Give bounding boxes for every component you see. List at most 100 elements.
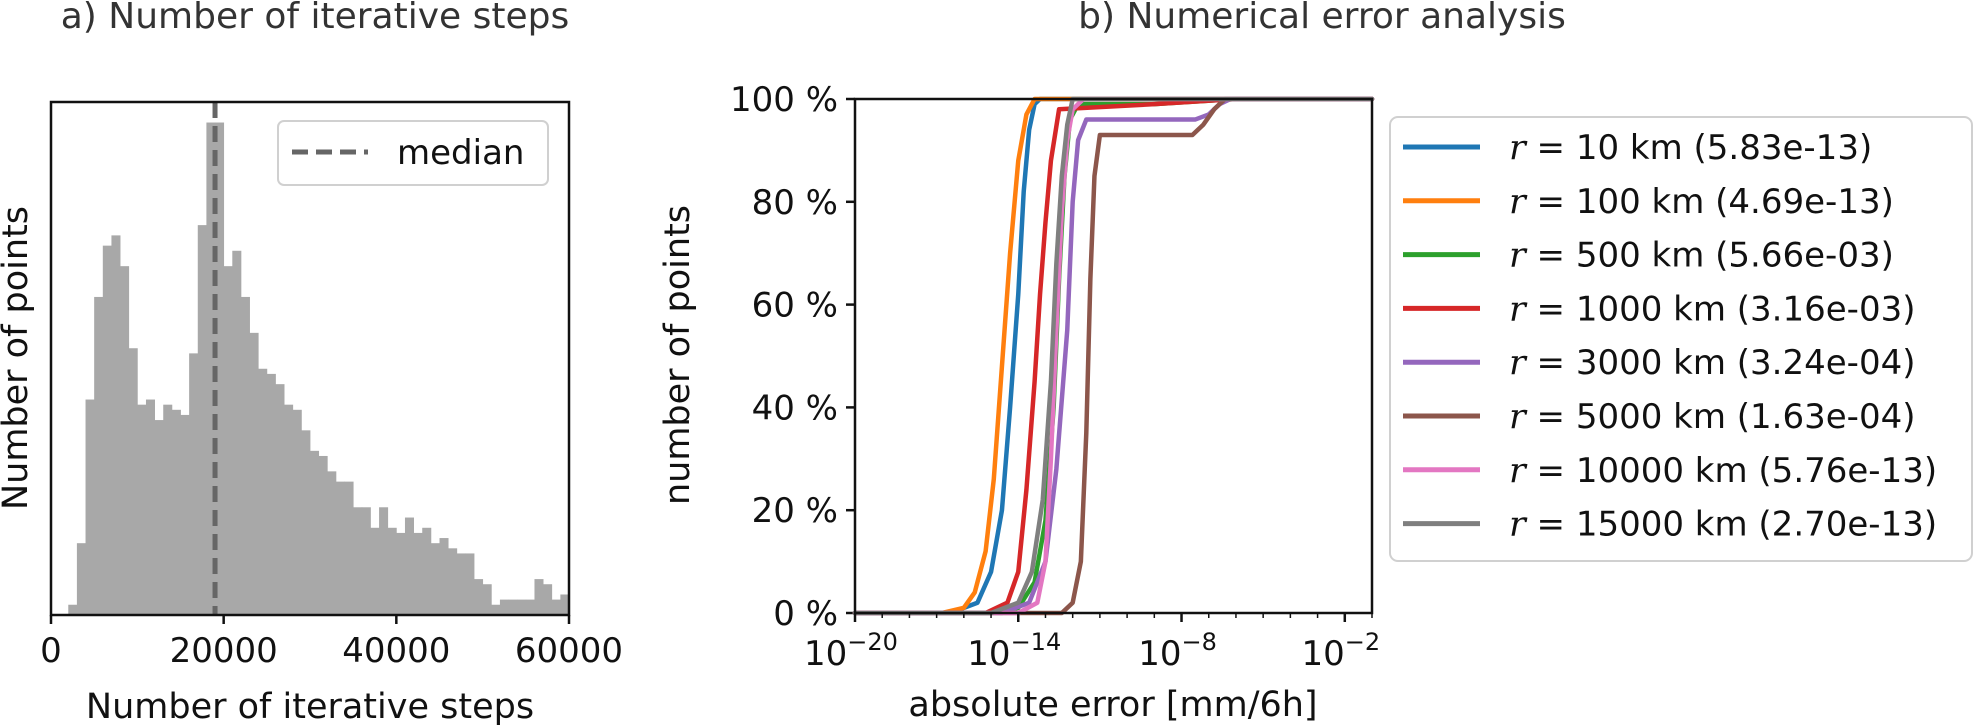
histogram-bar bbox=[85, 399, 95, 615]
histogram-bar bbox=[508, 599, 518, 615]
panel-a-legend: median bbox=[277, 120, 549, 186]
histogram-bar bbox=[517, 599, 527, 615]
histogram-bar bbox=[206, 122, 216, 616]
histogram-bar bbox=[266, 373, 276, 615]
x-tick-label: 10−8 bbox=[1138, 628, 1217, 674]
histogram-bar bbox=[275, 384, 285, 615]
histogram-bar bbox=[344, 481, 354, 615]
histogram-bar bbox=[474, 579, 484, 615]
histogram-bar bbox=[223, 266, 233, 615]
x-tick-label: 40000 bbox=[342, 631, 450, 671]
histogram-bar bbox=[370, 527, 380, 615]
x-tick-label: 0 bbox=[40, 631, 62, 671]
panel-b-title: b) Numerical error analysis bbox=[1078, 0, 1566, 37]
y-tick-label: 100 % bbox=[730, 80, 838, 120]
panel-b-series-lines bbox=[852, 96, 1375, 616]
histogram-bar bbox=[387, 527, 397, 615]
series-line bbox=[852, 96, 1375, 616]
histogram-bars bbox=[68, 122, 570, 616]
histogram-bar bbox=[379, 507, 389, 615]
histogram-bar bbox=[163, 404, 173, 615]
histogram-bar bbox=[128, 348, 138, 615]
histogram-bar bbox=[310, 450, 320, 615]
histogram-bar bbox=[525, 599, 535, 615]
panel-b-x-axis-label: absolute error [mm/6h] bbox=[908, 685, 1317, 725]
histogram-bar bbox=[154, 420, 164, 615]
series-line bbox=[852, 96, 1375, 616]
panel-b-legend-items: r = 10 km (5.83e-13) r = 100 km (4.69e-13… bbox=[1403, 128, 1937, 545]
histogram-bar bbox=[111, 235, 121, 615]
histogram-bar bbox=[543, 584, 553, 615]
legend-label: r = 5000 km (1.63e-04) bbox=[1509, 397, 1915, 437]
histogram-bar bbox=[534, 579, 544, 615]
panel-a-legend-box bbox=[277, 120, 549, 186]
histogram-bar bbox=[335, 481, 345, 615]
legend-label: r = 10000 km (5.76e-13) bbox=[1509, 451, 1937, 491]
x-tick-label: 20000 bbox=[170, 631, 278, 671]
histogram-bar bbox=[68, 604, 78, 615]
histogram-bar bbox=[120, 266, 130, 615]
histogram-bar bbox=[249, 332, 259, 615]
x-tick-label: 10−20 bbox=[804, 628, 898, 674]
panel-a-title: a) Number of iterative steps bbox=[61, 0, 570, 37]
histogram-bar bbox=[413, 532, 423, 615]
histogram-bar bbox=[215, 122, 225, 616]
panel-b-legend: r = 10 km (5.83e-13) r = 100 km (4.69e-13… bbox=[1389, 116, 1973, 562]
panel-a-plot-frame bbox=[49, 100, 571, 617]
histogram-bar bbox=[482, 584, 492, 615]
histogram-bar bbox=[137, 404, 147, 615]
histogram-bar bbox=[430, 543, 440, 615]
series-line bbox=[852, 96, 1375, 616]
histogram-bar bbox=[301, 430, 311, 615]
histogram-bar bbox=[197, 225, 207, 615]
series-line bbox=[852, 96, 1375, 616]
histogram-bar bbox=[240, 296, 250, 615]
panel-a-histogram: a) Number of iterative steps 0 20000 40000… bbox=[0, 0, 623, 727]
legend-label: r = 1000 km (3.16e-03) bbox=[1509, 289, 1915, 329]
series-line bbox=[852, 96, 1375, 616]
legend-label: r = 10 km (5.83e-13) bbox=[1509, 128, 1872, 168]
histogram-bar bbox=[102, 245, 112, 615]
y-tick-label: 20 % bbox=[752, 491, 838, 531]
panel-a-x-axis-label: Number of iterative steps bbox=[86, 687, 534, 727]
series-line bbox=[852, 96, 1375, 616]
histogram-bar bbox=[456, 553, 466, 615]
x-tick-label: 10−2 bbox=[1301, 628, 1380, 674]
y-tick-label: 60 % bbox=[752, 286, 838, 326]
legend-label: r = 100 km (4.69e-13) bbox=[1509, 182, 1894, 222]
panel-b-y-axis-label: number of points bbox=[658, 205, 698, 505]
panel-b-x-ticks: 10−20 10−14 10−8 10−2 bbox=[804, 613, 1380, 674]
histogram-bar bbox=[145, 399, 155, 615]
histogram-bar bbox=[232, 250, 242, 615]
histogram-bar bbox=[491, 604, 501, 615]
x-tick-label: 10−14 bbox=[967, 628, 1061, 674]
panel-b-y-ticks: 0 % 20 % 40 % 60 % 80 % 100 % bbox=[730, 80, 855, 634]
panel-b-legend-box bbox=[1389, 116, 1973, 562]
histogram-bar bbox=[448, 548, 458, 615]
histogram-bar bbox=[439, 538, 449, 615]
histogram-bar bbox=[76, 543, 86, 615]
x-tick-label: 60000 bbox=[515, 631, 623, 671]
panel-b-error-analysis: b) Numerical error analysis 0 % 20 % 40 % 6… bbox=[658, 0, 1973, 725]
histogram-bar bbox=[318, 455, 328, 615]
legend-label: r = 15000 km (2.70e-13) bbox=[1509, 505, 1937, 545]
histogram-bar bbox=[499, 599, 509, 615]
histogram-bar bbox=[404, 517, 414, 615]
panel-b-plot-frame bbox=[853, 97, 1374, 615]
histogram-bar bbox=[94, 296, 104, 615]
histogram-bar bbox=[396, 532, 406, 615]
legend-label: r = 500 km (5.66e-03) bbox=[1509, 236, 1894, 276]
histogram-bar bbox=[327, 471, 337, 615]
histogram-bar bbox=[189, 353, 199, 615]
histogram-bar bbox=[258, 368, 268, 615]
y-tick-label: 80 % bbox=[752, 183, 838, 223]
histogram-bar bbox=[422, 527, 432, 615]
histogram-bar bbox=[361, 507, 371, 615]
median-legend-label: median bbox=[397, 133, 524, 173]
histogram-bar bbox=[171, 409, 181, 615]
y-tick-label: 40 % bbox=[752, 388, 838, 428]
panel-a-x-ticks: 0 20000 40000 60000 bbox=[40, 615, 623, 671]
legend-label: r = 3000 km (3.24e-04) bbox=[1509, 343, 1915, 383]
histogram-bar bbox=[180, 414, 190, 615]
series-line bbox=[852, 96, 1375, 616]
